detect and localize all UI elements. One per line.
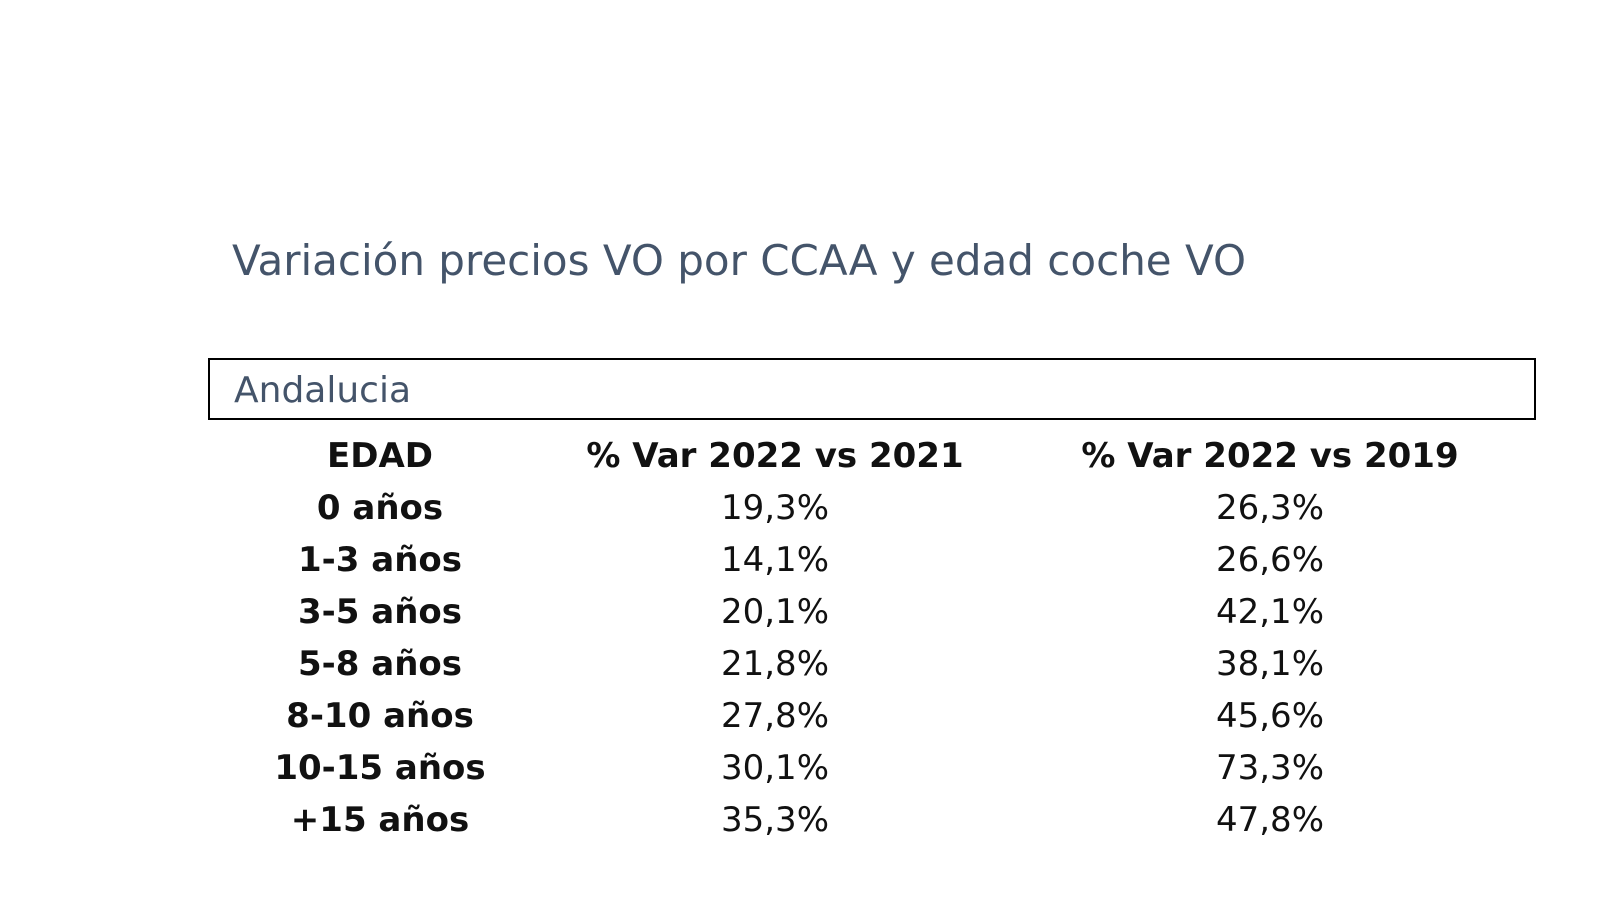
header-row: EDAD % Var 2022 vs 2021 % Var 2022 vs 2019 xyxy=(230,430,1520,482)
table-cell: 14,1% xyxy=(720,540,829,580)
table-cell: 1-3 años xyxy=(297,540,462,580)
table-cell: +15 años xyxy=(290,800,470,840)
table-cell: 3-5 años xyxy=(297,592,462,632)
table-cell: 5-8 años xyxy=(297,644,462,684)
table-cell: 26,3% xyxy=(1215,488,1324,528)
column-header: % Var 2022 vs 2021 xyxy=(586,436,964,476)
table-cell: 10-15 años xyxy=(274,748,486,788)
table-row: 3-5 años 20,1% 42,1% xyxy=(230,586,1520,638)
data-table: EDAD % Var 2022 vs 2021 % Var 2022 vs 2019… xyxy=(230,430,1520,846)
table-cell: 45,6% xyxy=(1215,696,1324,736)
column-header: EDAD xyxy=(327,436,433,476)
table-cell: 73,3% xyxy=(1215,748,1324,788)
table-cell: 35,3% xyxy=(720,800,829,840)
table-cell: 19,3% xyxy=(720,488,829,528)
table-body: 0 años 19,3% 26,3% 1-3 años 14,1% 26,6% 3-5 añ… xyxy=(230,482,1520,846)
table-cell: 26,6% xyxy=(1215,540,1324,580)
table-row: 10-15 años 30,1% 73,3% xyxy=(230,742,1520,794)
title: Variación precios VO por CCAA y edad coc… xyxy=(232,236,1247,285)
table-row: +15 años 35,3% 47,8% xyxy=(230,794,1520,846)
table-row: 8-10 años 27,8% 45,6% xyxy=(230,690,1520,742)
region-box: Andalucia xyxy=(208,358,1536,420)
table-cell: 27,8% xyxy=(720,696,829,736)
column-header: % Var 2022 vs 2019 xyxy=(1081,436,1459,476)
table-cell: 47,8% xyxy=(1215,800,1324,840)
table-cell: 42,1% xyxy=(1215,592,1324,632)
table-cell: 38,1% xyxy=(1215,644,1324,684)
table-row: 1-3 años 14,1% 26,6% xyxy=(230,534,1520,586)
table-cell: 21,8% xyxy=(720,644,829,684)
region-label: Andalucia xyxy=(234,370,412,411)
table-row: 5-8 años 21,8% 38,1% xyxy=(230,638,1520,690)
table-cell: 8-10 años xyxy=(286,696,474,736)
table-row: 0 años 19,3% 26,3% xyxy=(230,482,1520,534)
table-cell: 0 años xyxy=(316,488,444,528)
table-cell: 30,1% xyxy=(720,748,829,788)
table-cell: 20,1% xyxy=(720,592,829,632)
